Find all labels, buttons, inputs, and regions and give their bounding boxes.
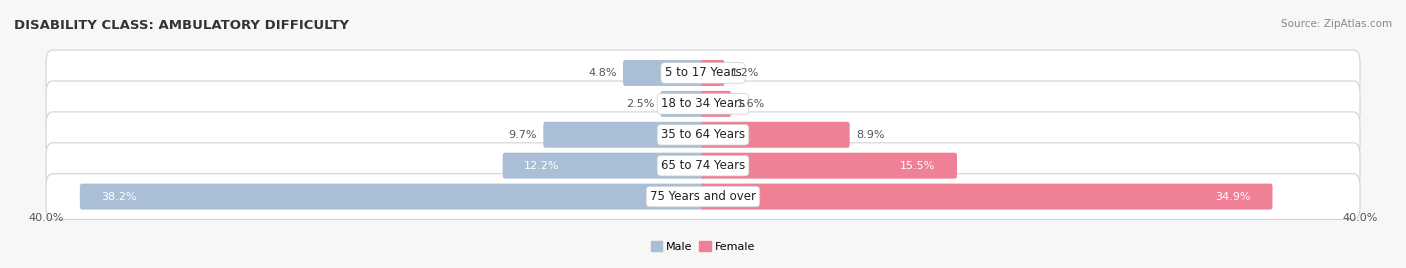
Text: 8.9%: 8.9% bbox=[856, 130, 884, 140]
FancyBboxPatch shape bbox=[702, 91, 731, 117]
Text: 15.5%: 15.5% bbox=[900, 161, 935, 171]
FancyBboxPatch shape bbox=[702, 153, 957, 179]
Text: 75 Years and over: 75 Years and over bbox=[650, 190, 756, 203]
FancyBboxPatch shape bbox=[80, 184, 704, 210]
FancyBboxPatch shape bbox=[46, 112, 1360, 158]
FancyBboxPatch shape bbox=[46, 50, 1360, 96]
Text: 34.9%: 34.9% bbox=[1216, 192, 1251, 202]
Text: Source: ZipAtlas.com: Source: ZipAtlas.com bbox=[1281, 19, 1392, 29]
FancyBboxPatch shape bbox=[46, 174, 1360, 219]
Text: 35 to 64 Years: 35 to 64 Years bbox=[661, 128, 745, 141]
Text: 38.2%: 38.2% bbox=[101, 192, 136, 202]
FancyBboxPatch shape bbox=[702, 184, 1272, 210]
Legend: Male, Female: Male, Female bbox=[651, 241, 755, 252]
FancyBboxPatch shape bbox=[702, 60, 724, 86]
Text: 4.8%: 4.8% bbox=[588, 68, 617, 78]
FancyBboxPatch shape bbox=[661, 91, 704, 117]
Text: 40.0%: 40.0% bbox=[1343, 213, 1378, 223]
Text: 12.2%: 12.2% bbox=[524, 161, 560, 171]
Text: 65 to 74 Years: 65 to 74 Years bbox=[661, 159, 745, 172]
FancyBboxPatch shape bbox=[46, 81, 1360, 127]
FancyBboxPatch shape bbox=[702, 122, 849, 148]
Text: 18 to 34 Years: 18 to 34 Years bbox=[661, 97, 745, 110]
Text: 1.2%: 1.2% bbox=[731, 68, 759, 78]
Text: 1.6%: 1.6% bbox=[737, 99, 765, 109]
FancyBboxPatch shape bbox=[503, 153, 704, 179]
FancyBboxPatch shape bbox=[543, 122, 704, 148]
Text: 9.7%: 9.7% bbox=[509, 130, 537, 140]
Text: DISABILITY CLASS: AMBULATORY DIFFICULTY: DISABILITY CLASS: AMBULATORY DIFFICULTY bbox=[14, 19, 349, 32]
FancyBboxPatch shape bbox=[46, 143, 1360, 189]
Text: 40.0%: 40.0% bbox=[28, 213, 63, 223]
Text: 5 to 17 Years: 5 to 17 Years bbox=[665, 66, 741, 80]
FancyBboxPatch shape bbox=[623, 60, 704, 86]
Text: 2.5%: 2.5% bbox=[626, 99, 654, 109]
